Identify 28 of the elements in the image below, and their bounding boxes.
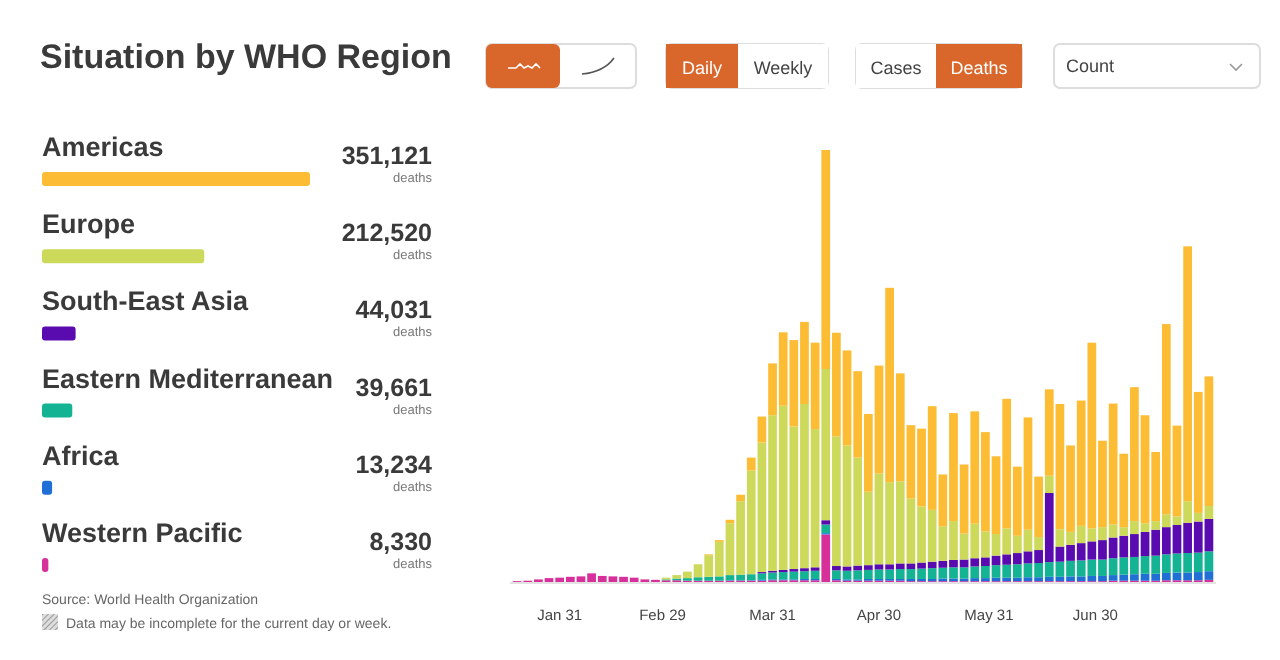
bar [42,326,76,341]
bar [736,494,745,502]
data-label: 212,520 [341,219,433,248]
bar [746,457,756,471]
bar [42,480,53,495]
bar [42,403,73,418]
bar [1044,475,1054,494]
text: Cases [870,58,923,78]
bar [821,524,831,534]
bar [42,249,205,264]
data-label: 39,661 [355,373,433,402]
text: Deaths [950,58,1009,78]
y-tick-label: Eastern Mediterranean [42,363,334,394]
y-tick-label: Western Pacific [42,518,244,548]
text: Count [1066,56,1116,76]
data-label: 44,031 [355,296,433,325]
y-tick-label: Americas [42,132,164,162]
bar [42,558,49,572]
chart-title: Situation by WHO Region [40,38,452,76]
data-label: 8,330 [369,528,433,556]
y-tick-label: Africa [42,440,120,471]
bar [42,172,310,186]
text: Weekly [753,58,814,78]
y-tick-label: South-East Asia [42,286,250,317]
text: Daily [681,58,723,78]
data-label: 13,234 [355,450,433,479]
data-label: 351,121 [341,142,433,170]
y-tick-label: Europe [42,209,136,240]
